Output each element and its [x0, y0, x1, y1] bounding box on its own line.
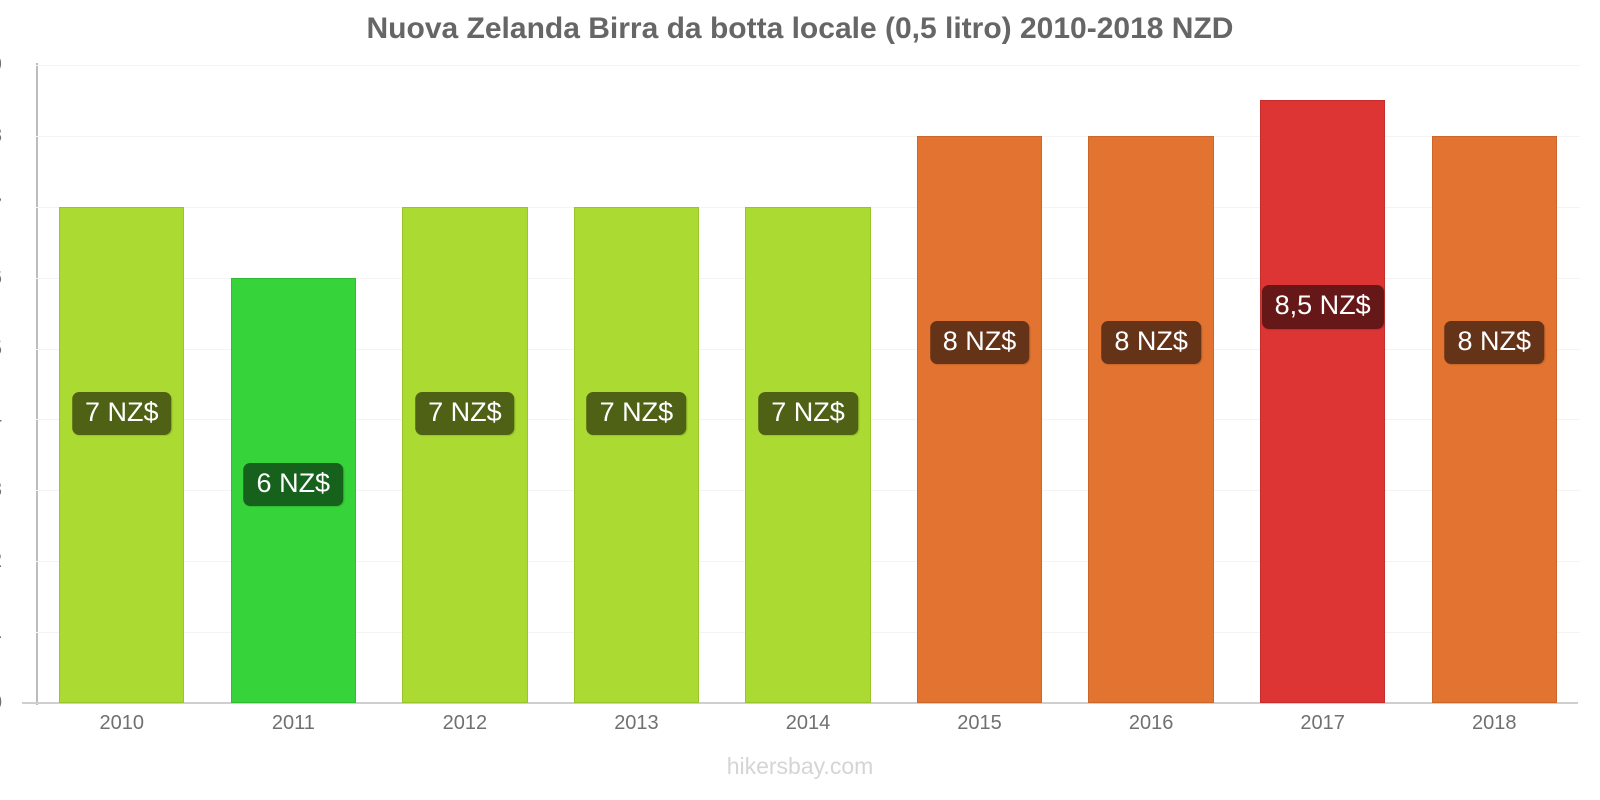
grid-line: [36, 65, 1580, 66]
bar-value-label: 8 NZ$: [929, 320, 1030, 365]
y-tick-label: 1: [0, 620, 2, 644]
x-tick-label: 2012: [442, 712, 488, 734]
bar[interactable]: 8 NZ$: [1431, 135, 1557, 703]
bar[interactable]: 7 NZ$: [573, 206, 700, 703]
y-tick-label: 9: [0, 53, 2, 77]
y-tick-label: 6: [0, 266, 2, 290]
bar-value-label: 7 NZ$: [72, 391, 172, 435]
bar-rect: [573, 206, 700, 703]
bar-value-label: 8 NZ$: [1101, 320, 1201, 365]
y-tick-label: 7: [0, 195, 2, 219]
x-tick-label: 2015: [957, 712, 1002, 734]
chart-title: Nuova Zelanda Birra da botta locale (0,5…: [366, 12, 1234, 45]
bar-rect: [1088, 135, 1214, 703]
x-tick-label: 2016: [1128, 712, 1174, 734]
grid-line: [36, 135, 1580, 137]
bar-value-label: 7 NZ$: [415, 391, 515, 435]
bar[interactable]: 8 NZ$: [1088, 135, 1214, 703]
bar-rect: [1431, 135, 1557, 703]
y-tick-label: 5: [0, 337, 2, 361]
x-tick-label: 2011: [271, 712, 315, 734]
bar[interactable]: 7 NZ$: [402, 206, 528, 703]
bar-value-label: 8,5 NZ$: [1261, 285, 1384, 329]
bar[interactable]: 8,5 NZ$: [1260, 100, 1386, 703]
source-watermark: hikersbay.com: [726, 753, 874, 779]
bar-rect: [402, 206, 528, 703]
bar-value-label: 8 NZ$: [1444, 320, 1544, 365]
x-axis-line: [22, 702, 1578, 704]
bar-rect: [1260, 100, 1386, 703]
y-tick-label: 0: [0, 691, 2, 715]
bar-value-label: 7 NZ$: [758, 391, 858, 435]
y-axis-line: [36, 63, 38, 705]
bar-value-label: 7 NZ$: [586, 391, 687, 435]
y-tick-label: 4: [0, 407, 2, 431]
bar[interactable]: 7 NZ$: [745, 206, 871, 703]
bar[interactable]: 7 NZ$: [59, 206, 185, 703]
y-tick-label: 3: [0, 478, 2, 502]
bar-rect: [59, 206, 185, 703]
x-tick-label: 2014: [785, 712, 831, 734]
x-tick-label: 2013: [614, 712, 659, 734]
bar-value-label: 6 NZ$: [243, 462, 344, 506]
plot-area: 0 1 2 3 4 5 6 7 8 9 7 NZ$ 6 NZ$ 7 NZ$ 7 NZ$ 7 NZ$ 8 NZ…: [0, 53, 1580, 714]
bar[interactable]: 6 NZ$: [230, 277, 356, 703]
bar-rect: [916, 135, 1043, 703]
bar[interactable]: 8 NZ$: [916, 135, 1043, 703]
x-tick-label: 2018: [1471, 712, 1517, 734]
y-tick-label: 2: [0, 549, 2, 573]
y-tick-label: 8: [0, 124, 2, 148]
x-tick-label: 2010: [99, 712, 145, 734]
bar-rect: [745, 206, 871, 703]
x-tick-label: 2017: [1300, 712, 1345, 734]
